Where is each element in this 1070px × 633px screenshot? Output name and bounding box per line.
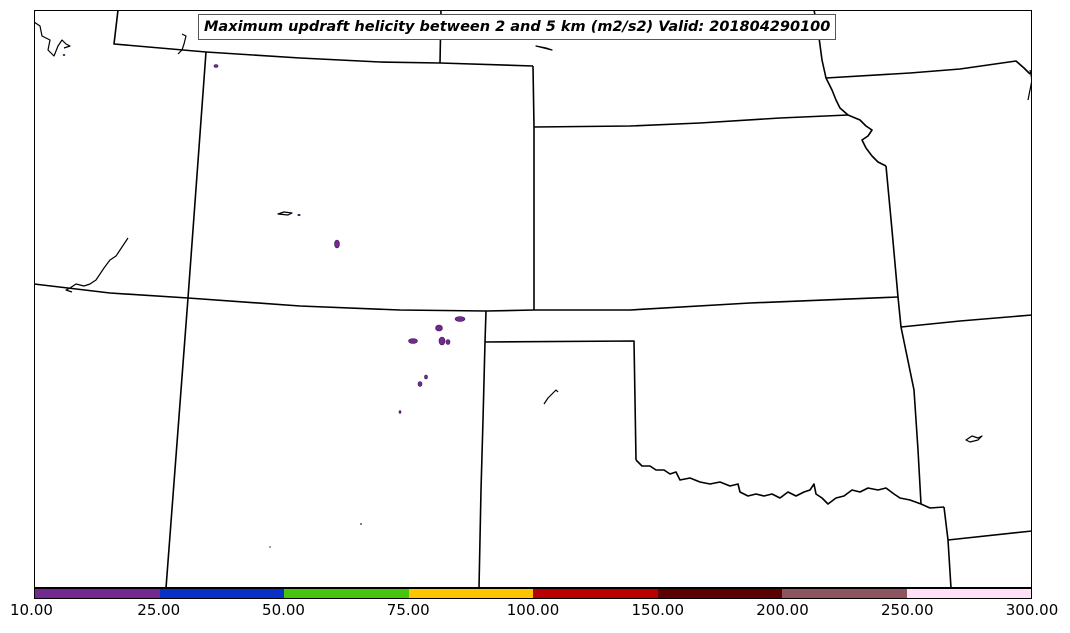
colorbar-tick-label: 50.00 xyxy=(262,601,305,619)
state-boundary-wy-south-west xyxy=(113,10,207,53)
helicity-cell xyxy=(424,374,428,380)
colorbar-segment xyxy=(657,589,782,598)
helicity-cell xyxy=(334,239,340,249)
state-boundary-ok-east xyxy=(900,326,922,505)
state-boundary-co-south xyxy=(34,283,535,312)
reservoir-colorado-1 xyxy=(277,211,293,216)
state-boundary-co-west xyxy=(187,51,207,299)
state-boundary-ia-south xyxy=(825,60,1031,79)
colorbar-tick-label: 150.00 xyxy=(631,601,685,619)
reservoir-kansas xyxy=(1027,69,1032,101)
state-boundary-nm-west xyxy=(165,297,189,588)
map-title: Maximum updraft helicity between 2 and 5… xyxy=(198,14,837,40)
colorbar-tick-label: 250.00 xyxy=(881,601,934,619)
colorbar-segment xyxy=(782,589,907,598)
helicity-cell xyxy=(438,336,446,346)
colorbar-segment xyxy=(533,589,658,598)
colorbar-segment xyxy=(284,589,409,598)
helicity-cell xyxy=(417,381,423,387)
reservoir-nebraska xyxy=(535,45,553,51)
state-boundary-mo-ar xyxy=(900,314,1032,328)
state-boundary-co-east xyxy=(532,65,535,310)
colorbar-tick-label: 75.00 xyxy=(386,601,430,619)
state-boundary-ok-panhandle xyxy=(484,340,637,461)
helicity-cell xyxy=(213,64,219,68)
reservoir-oklahoma xyxy=(543,389,559,405)
helicity-cell xyxy=(398,410,402,414)
reservoir-arkansas xyxy=(965,435,983,443)
colorbar-segment xyxy=(408,589,533,598)
helicity-cell xyxy=(360,523,362,525)
colorbar-tick-label: 25.00 xyxy=(137,601,181,619)
helicity-cell xyxy=(445,339,451,345)
colorbar-tick-label: 200.00 xyxy=(756,601,809,619)
helicity-cell xyxy=(408,338,418,344)
state-boundary-ar-tx xyxy=(943,506,952,588)
helicity-cell xyxy=(269,546,271,548)
colorbar-tick-label: 10.00 xyxy=(10,601,53,619)
colorbar-segment xyxy=(35,589,160,598)
colorbar-tick-label: 100.00 xyxy=(506,601,560,619)
state-boundary-ks-north xyxy=(533,114,849,128)
state-boundary-nm-east xyxy=(478,310,487,588)
colorbar xyxy=(34,588,1032,599)
lake-great-salt xyxy=(34,21,71,57)
helicity-cell xyxy=(435,324,443,332)
helicity-cell xyxy=(62,53,66,56)
lake-utah xyxy=(65,237,129,293)
state-boundary-wy-south xyxy=(205,51,534,67)
colorbar-tick-label: 300.00 xyxy=(1005,601,1059,619)
state-boundary-red-river xyxy=(635,459,945,509)
colorbar-segment xyxy=(906,589,1031,598)
state-boundary-mo-river xyxy=(813,10,887,167)
lake-bear xyxy=(177,33,187,55)
helicity-cell xyxy=(454,316,466,322)
state-boundary-ks-east xyxy=(885,165,902,328)
state-boundary-la-ar xyxy=(947,530,1032,541)
helicity-cell xyxy=(297,213,301,217)
state-boundary-ks-south xyxy=(534,296,899,311)
colorbar-segment xyxy=(159,589,284,598)
